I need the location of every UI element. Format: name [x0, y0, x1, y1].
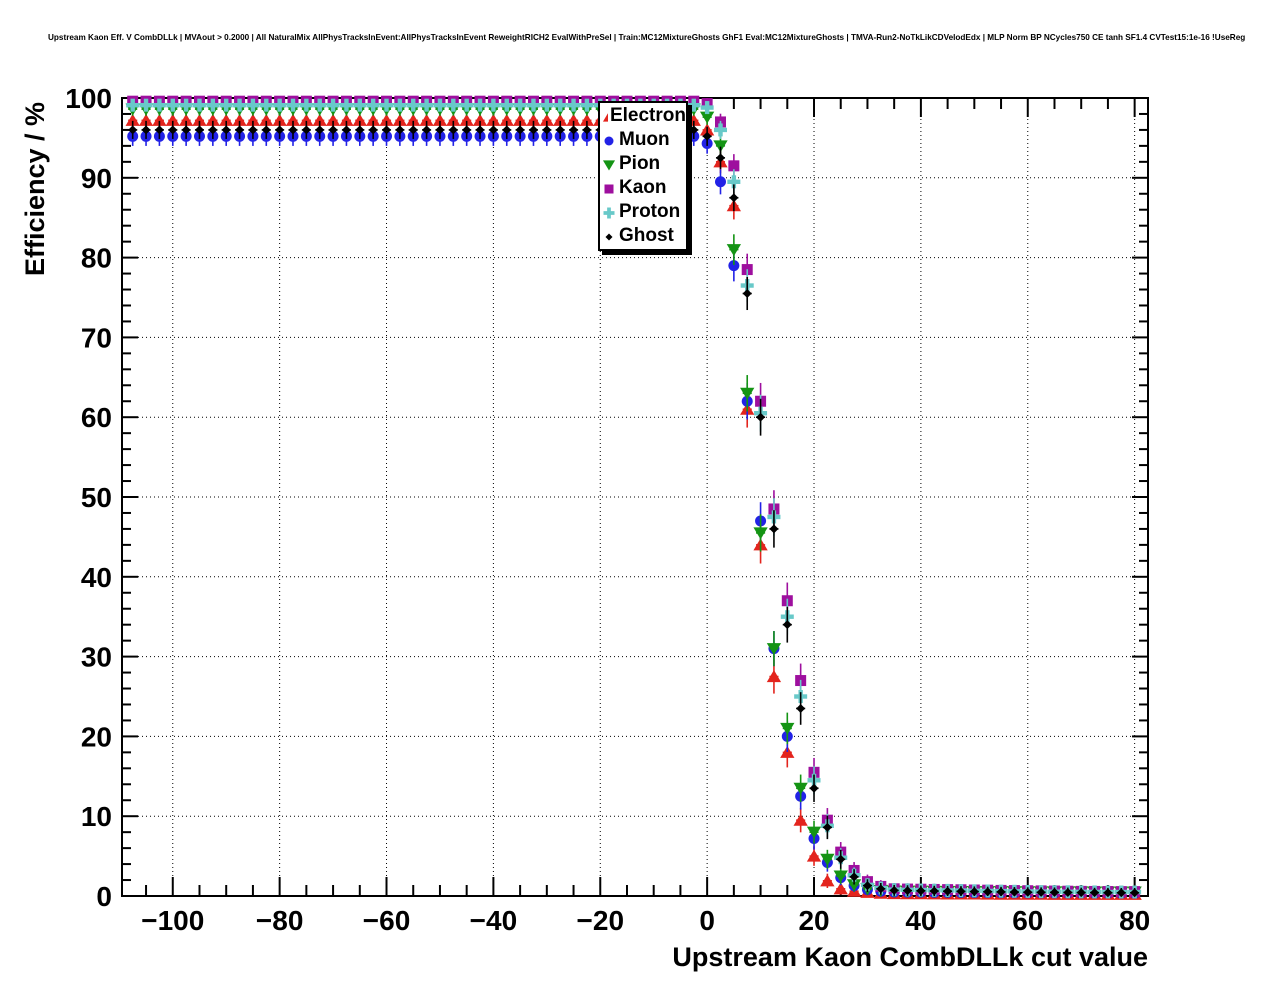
svg-text:10: 10 [81, 801, 112, 832]
svg-text:0: 0 [699, 905, 715, 936]
svg-text:30: 30 [81, 642, 112, 673]
svg-text:20: 20 [798, 905, 829, 936]
kaon-marker-icon [604, 184, 614, 194]
svg-text:−20: −20 [577, 905, 625, 936]
muon-marker-icon [604, 136, 614, 146]
legend-item-muon: Muon [602, 129, 686, 152]
legend-label: Kaon [619, 177, 667, 198]
legend-label: Electron [609, 105, 686, 126]
svg-text:40: 40 [905, 905, 936, 936]
svg-text:60: 60 [1012, 905, 1043, 936]
svg-text:−60: −60 [363, 905, 411, 936]
electron-marker-icon [602, 113, 608, 122]
legend-item-ghost: Ghost [602, 225, 686, 248]
svg-text:100: 100 [65, 83, 112, 114]
svg-text:80: 80 [1119, 905, 1150, 936]
legend: Electron Muon Pion Kaon Proton Ghost [598, 101, 688, 251]
legend-item-pion: Pion [602, 153, 686, 176]
proton-marker-icon [603, 207, 615, 219]
legend-item-electron: Electron [602, 105, 686, 128]
svg-text:−80: −80 [256, 905, 304, 936]
x-axis-title: Upstream Kaon CombDLLk cut value [672, 942, 1148, 972]
svg-text:60: 60 [81, 402, 112, 433]
svg-text:70: 70 [81, 322, 112, 353]
ghost-marker-icon [605, 233, 613, 241]
legend-label: Pion [619, 153, 661, 174]
svg-text:20: 20 [81, 721, 112, 752]
svg-text:−100: −100 [141, 905, 204, 936]
svg-text:0: 0 [96, 881, 112, 912]
legend-label: Muon [619, 129, 670, 150]
legend-item-proton: Proton [602, 201, 686, 224]
svg-text:40: 40 [81, 562, 112, 593]
legend-item-kaon: Kaon [602, 177, 686, 200]
svg-text:90: 90 [81, 163, 112, 194]
svg-text:50: 50 [81, 482, 112, 513]
legend-label: Proton [619, 201, 681, 222]
y-axis-title: Efficiency / % [20, 101, 50, 276]
svg-text:−40: −40 [470, 905, 518, 936]
pion-marker-icon [602, 160, 616, 171]
svg-text:80: 80 [81, 243, 112, 274]
legend-label: Ghost [619, 225, 674, 246]
plot-title: Upstream Kaon Eff. V CombDLLk | MVAout >… [48, 33, 1246, 42]
